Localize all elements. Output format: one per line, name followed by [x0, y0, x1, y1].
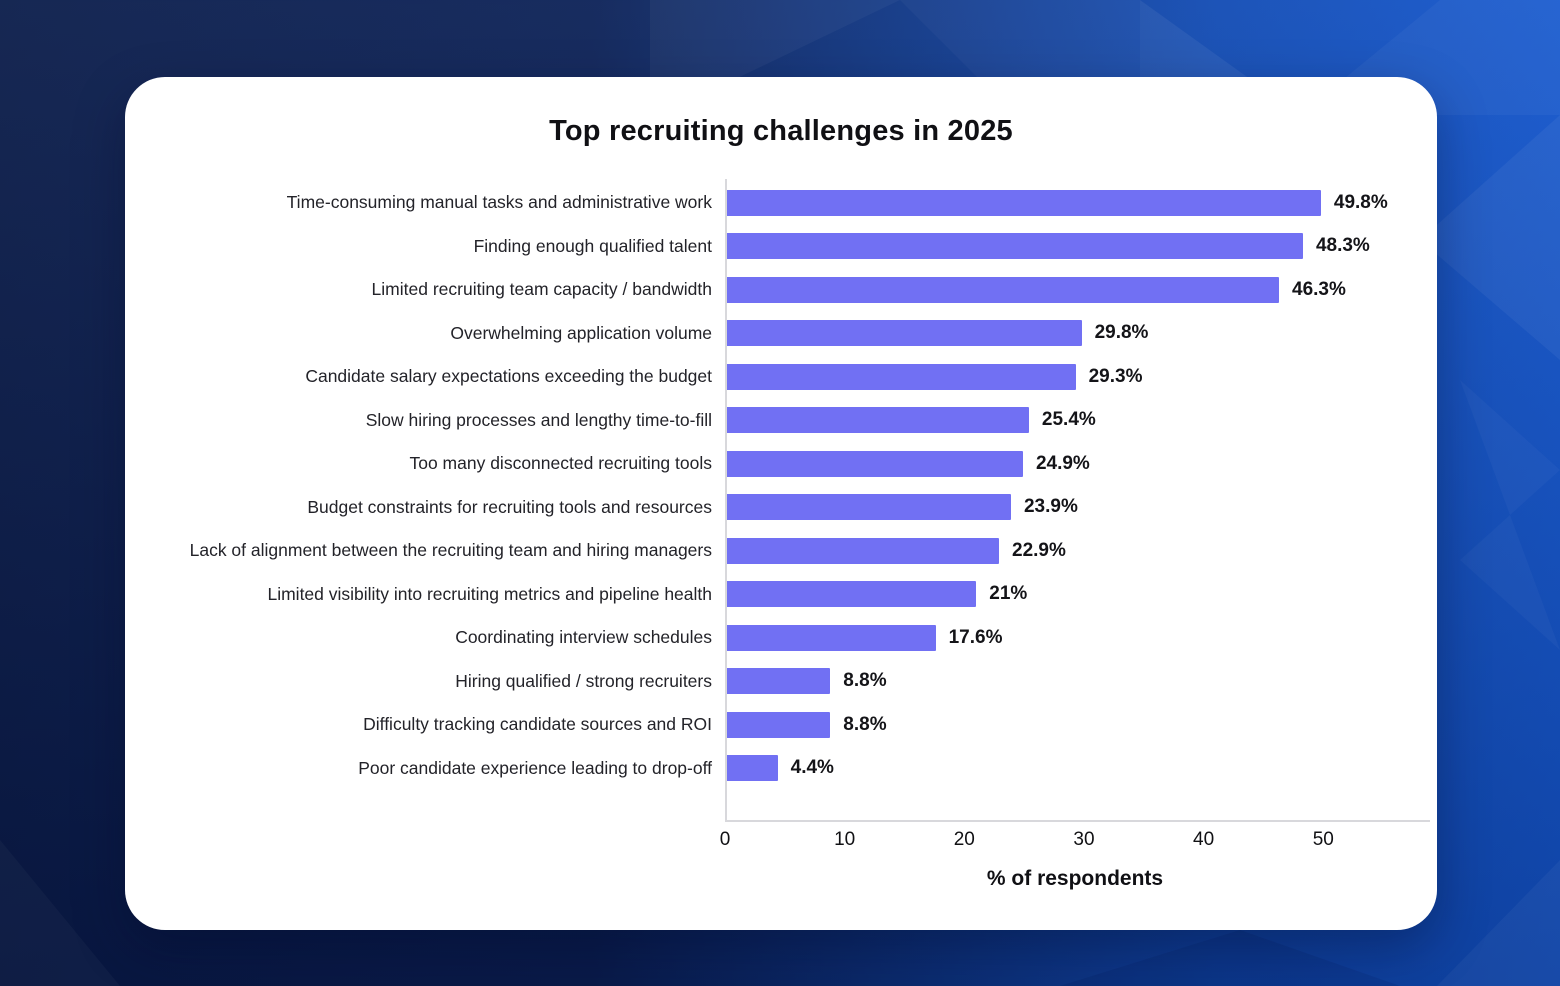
category-label: Difficulty tracking candidate sources an… — [363, 714, 712, 735]
category-label: Time-consuming manual tasks and administ… — [286, 192, 712, 213]
category-label: Poor candidate experience leading to dro… — [358, 757, 712, 778]
value-label: 8.8% — [843, 713, 887, 735]
value-label: 21% — [989, 583, 1028, 605]
bar — [725, 624, 936, 651]
x-tick-label: 40 — [1193, 829, 1215, 850]
bar — [725, 276, 1280, 303]
category-label: Overwhelming application volume — [450, 322, 712, 343]
category-label: Finding enough qualified talent — [473, 235, 712, 256]
x-tick-label: 10 — [834, 829, 856, 850]
bar-row: Too many disconnected recruiting tools 24… — [125, 442, 1437, 486]
bar-row: Time-consuming manual tasks and administ… — [125, 181, 1437, 225]
category-label: Hiring qualified / strong recruiters — [455, 670, 712, 691]
bar — [725, 537, 1000, 564]
chart-title: Top recruiting challenges in 2025 — [549, 115, 1013, 147]
bar-track: 23.9% — [725, 486, 1425, 530]
category-label: Too many disconnected recruiting tools — [409, 453, 712, 474]
value-label: 22.9% — [1012, 539, 1066, 561]
x-axis-label: % of respondents — [986, 867, 1164, 890]
bar — [725, 233, 1303, 260]
bar — [725, 450, 1023, 477]
bar-track: 4.4% — [725, 747, 1425, 791]
bar — [725, 363, 1076, 390]
y-axis-line — [725, 179, 727, 820]
bar-row: Lack of alignment between the recruiting… — [125, 529, 1437, 573]
bar-row: Limited recruiting team capacity / bandw… — [125, 268, 1437, 312]
value-label: 46.3% — [1292, 278, 1346, 300]
x-tick-label: 50 — [1312, 829, 1334, 850]
bar-track: 21% — [725, 573, 1425, 617]
x-tick-label: 0 — [719, 829, 731, 850]
bar-row: Overwhelming application volume 29.8% — [125, 312, 1437, 356]
bar-track: 17.6% — [725, 616, 1425, 660]
category-label: Budget constraints for recruiting tools … — [307, 496, 712, 517]
bar — [725, 320, 1082, 347]
category-label: Candidate salary expectations exceeding … — [305, 366, 712, 387]
bar — [725, 494, 1011, 521]
bar-track: 49.8% — [725, 181, 1425, 225]
value-label: 29.8% — [1094, 322, 1149, 344]
bar-row: Slow hiring processes and lengthy time-t… — [125, 399, 1437, 443]
bar-track: 25.4% — [725, 399, 1425, 443]
bar-row: Finding enough qualified talent 48.3% — [125, 225, 1437, 269]
bar — [725, 407, 1029, 434]
value-label: 24.9% — [1035, 452, 1090, 474]
bar — [725, 755, 778, 782]
x-axis-line — [725, 820, 1430, 822]
category-label: Limited visibility into recruiting metri… — [267, 583, 712, 604]
bar-row: Difficulty tracking candidate sources an… — [125, 703, 1437, 747]
value-label: 25.4% — [1041, 409, 1096, 431]
bar-track: 46.3% — [725, 268, 1425, 312]
category-label: Coordinating interview schedules — [455, 627, 712, 648]
x-axis-ticks: 0 10 20 30 40 50 — [720, 829, 1425, 855]
bar-track: 8.8% — [725, 703, 1425, 747]
bar — [725, 711, 831, 738]
value-label: 23.9% — [1023, 496, 1078, 518]
bar-row: Poor candidate experience leading to dro… — [125, 747, 1437, 791]
category-label: Slow hiring processes and lengthy time-t… — [365, 409, 712, 430]
bar-track: 24.9% — [725, 442, 1425, 486]
bar-row: Budget constraints for recruiting tools … — [125, 486, 1437, 530]
bar-row: Limited visibility into recruiting metri… — [125, 573, 1437, 617]
bar-track: 8.8% — [725, 660, 1425, 704]
value-label: 4.4% — [790, 757, 834, 779]
chart-card: Top recruiting challenges in 2025 Time-c… — [125, 77, 1437, 930]
bar-row: Coordinating interview schedules 17.6% — [125, 616, 1437, 660]
value-label: 48.3% — [1315, 235, 1370, 257]
bar — [725, 668, 831, 695]
x-tick-label: 20 — [953, 829, 975, 850]
category-label: Limited recruiting team capacity / bandw… — [371, 279, 712, 300]
bar-track: 48.3% — [725, 225, 1425, 269]
bar-row: Candidate salary expectations exceeding … — [125, 355, 1437, 399]
value-label: 17.6% — [948, 626, 1003, 648]
bar-track: 22.9% — [725, 529, 1425, 573]
bar — [725, 189, 1321, 216]
bar-track: 29.3% — [725, 355, 1425, 399]
bar-track: 29.8% — [725, 312, 1425, 356]
bar — [725, 581, 977, 608]
category-label: Lack of alignment between the recruiting… — [189, 540, 712, 561]
bar-rows: Time-consuming manual tasks and administ… — [125, 181, 1437, 790]
bar-row: Hiring qualified / strong recruiters 8.8% — [125, 660, 1437, 704]
value-label: 29.3% — [1088, 365, 1143, 387]
value-label: 49.8% — [1333, 191, 1388, 213]
x-tick-label: 30 — [1073, 829, 1095, 850]
value-label: 8.8% — [843, 670, 887, 692]
